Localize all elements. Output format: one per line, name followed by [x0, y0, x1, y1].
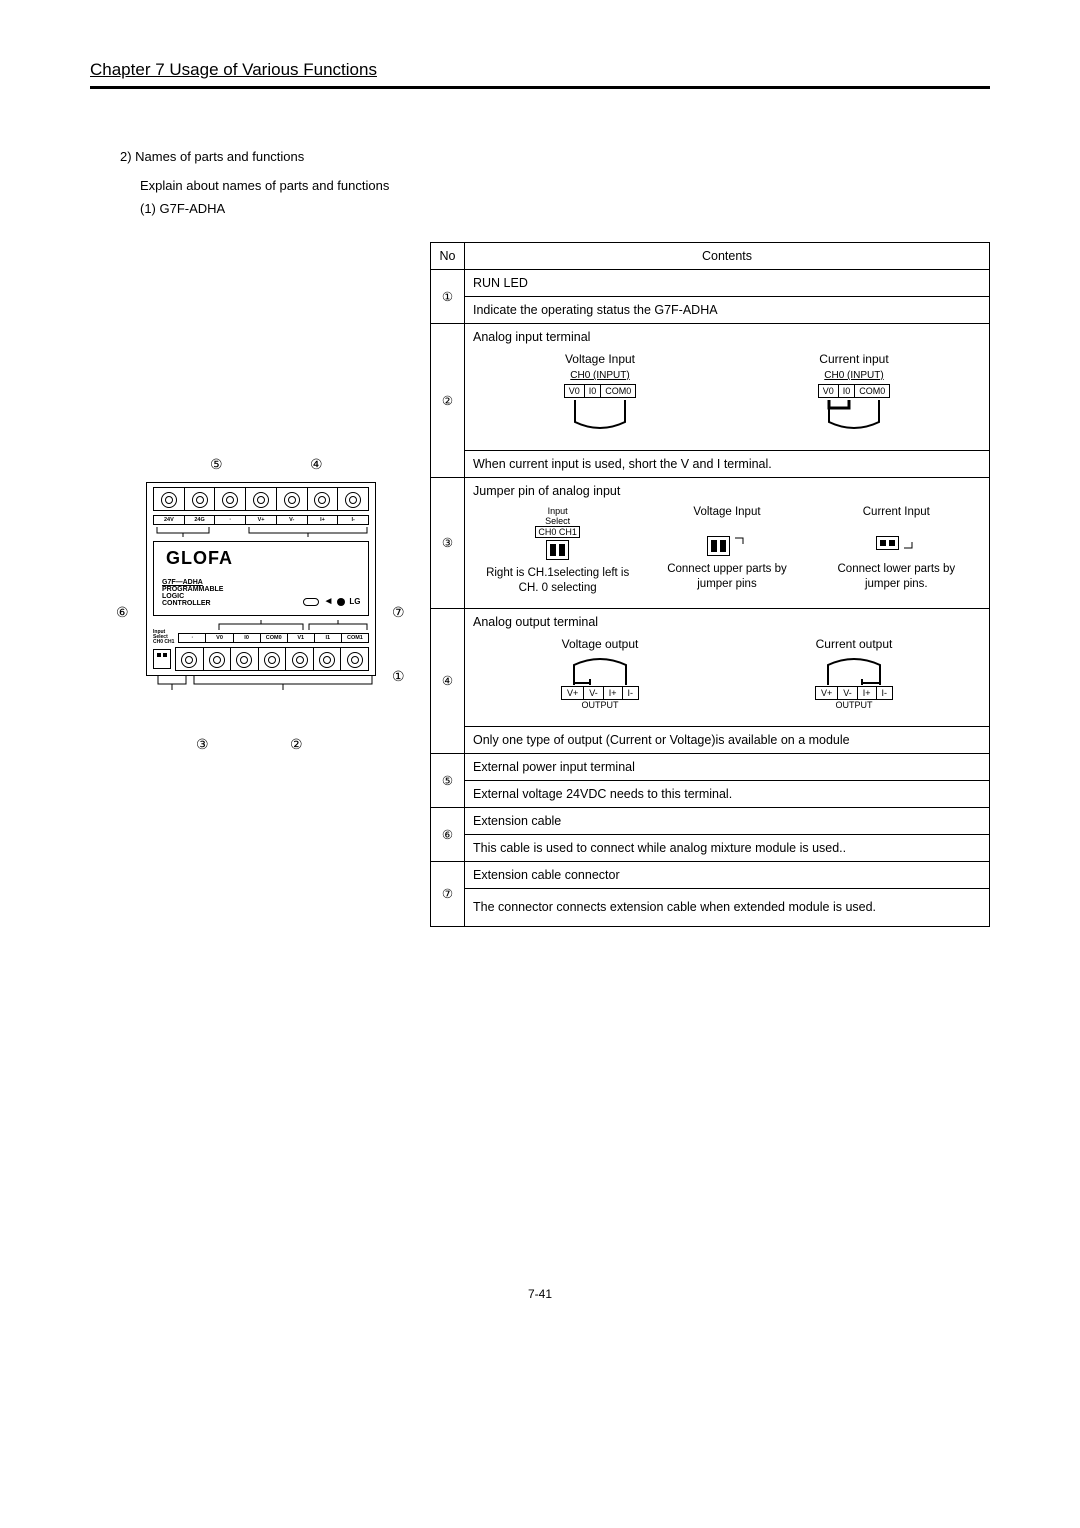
row-title: Analog output terminal — [473, 615, 981, 629]
row-no: ⑥ — [431, 807, 465, 861]
module-diagram-area: ⑤ ④ ⑥ ⑦ ① ③ ② 24V24G·V+V-I+I- — [90, 242, 420, 676]
row-no: ⑤ — [431, 753, 465, 807]
section-heading: 2) Names of parts and functions — [120, 149, 990, 164]
row-title: RUN LED — [465, 270, 990, 297]
callout-2: ② — [290, 736, 303, 753]
current-input-diagram: Current input CH0 (INPUT) V0I0COM0 — [818, 352, 891, 434]
bracket-icon — [110, 676, 410, 690]
row-no: ③ — [431, 478, 465, 609]
model-label: G7F—ADHA — [162, 579, 223, 586]
jumper-select-diagram: Input Select CH0 CH1 Right is CH.1select… — [483, 506, 633, 596]
wire-icon — [814, 655, 894, 685]
wire-icon — [560, 655, 640, 685]
row-body: External voltage 24VDC needs to this ter… — [465, 780, 990, 807]
table-header-contents: Contents — [465, 243, 990, 270]
row-note: When current input is used, short the V … — [465, 451, 990, 478]
row-note: Only one type of output (Current or Volt… — [465, 726, 990, 753]
callout-4: ④ — [310, 456, 323, 473]
row-no: ② — [431, 324, 465, 478]
section-model: (1) G7F-ADHA — [140, 201, 990, 216]
jumper-current-diagram: Current Input Connect lower parts by jum… — [821, 506, 971, 592]
module-face: GLOFA G7F—ADHA PROGRAMMABLE LOGIC CONTRO… — [153, 541, 369, 616]
row-title: Extension cable — [465, 807, 990, 834]
parts-table: No Contents ① RUN LED Indicate the opera… — [430, 242, 990, 927]
callout-3: ③ — [196, 736, 209, 753]
callout-7: ⑦ — [392, 604, 405, 621]
bottom-terminal-row — [175, 647, 369, 671]
bracket-icon — [733, 536, 747, 556]
callout-5: ⑤ — [210, 456, 223, 473]
jumper-selector-icon — [153, 649, 171, 669]
bracket-icon — [902, 536, 916, 556]
row-body: The connector connects extension cable w… — [465, 888, 990, 926]
table-header-no: No — [431, 243, 465, 270]
row-title: External power input terminal — [465, 753, 990, 780]
voltage-output-diagram: Voltage output V+V-I+I- OUTPUT — [560, 637, 640, 710]
row-title: Analog input terminal — [473, 330, 981, 344]
run-led-icon: ◄ LG — [303, 596, 360, 607]
wire-icon — [819, 400, 889, 434]
row-body: Indicate the operating status the G7F-AD… — [465, 297, 990, 324]
jumper-voltage-diagram: Voltage Input Connect upper parts by jum… — [652, 506, 802, 592]
brand-label: GLOFA — [166, 548, 360, 569]
row-content: Analog output terminal Voltage output V+… — [465, 608, 990, 726]
row-content: Analog input terminal Voltage Input CH0 … — [465, 324, 990, 451]
row-content: Jumper pin of analog input Input Select … — [465, 478, 990, 609]
bracket-icon — [153, 620, 371, 630]
chapter-title: Chapter 7 Usage of Various Functions — [90, 60, 990, 86]
divider — [90, 86, 990, 89]
main-content-row: ⑤ ④ ⑥ ⑦ ① ③ ② 24V24G·V+V-I+I- — [90, 242, 990, 927]
voltage-input-diagram: Voltage Input CH0 (INPUT) V0I0COM0 — [564, 352, 637, 434]
top-label-strip: 24V24G·V+V-I+I- — [153, 515, 369, 525]
section-explain: Explain about names of parts and functio… — [140, 178, 990, 193]
row-no: ① — [431, 270, 465, 324]
current-output-diagram: Current output V+V-I+I- OUTPUT — [814, 637, 894, 710]
row-title: Extension cable connector — [465, 861, 990, 888]
callout-6: ⑥ — [116, 604, 129, 621]
wire-icon — [565, 400, 635, 434]
bottom-selector-row: Input Select CH0 CH1 ·V0I0COM0V1I1COM1 — [153, 630, 369, 645]
row-no: ④ — [431, 608, 465, 753]
module-box: 24V24G·V+V-I+I- GLOFA G7F—ADHA PROGRAMMA… — [146, 482, 376, 676]
top-terminal-row — [153, 487, 369, 511]
page-footer: 7-41 — [90, 1287, 990, 1301]
row-no: ⑦ — [431, 861, 465, 926]
row-body: This cable is used to connect while anal… — [465, 834, 990, 861]
bracket-icon — [153, 527, 371, 537]
row-title: Jumper pin of analog input — [473, 484, 981, 498]
